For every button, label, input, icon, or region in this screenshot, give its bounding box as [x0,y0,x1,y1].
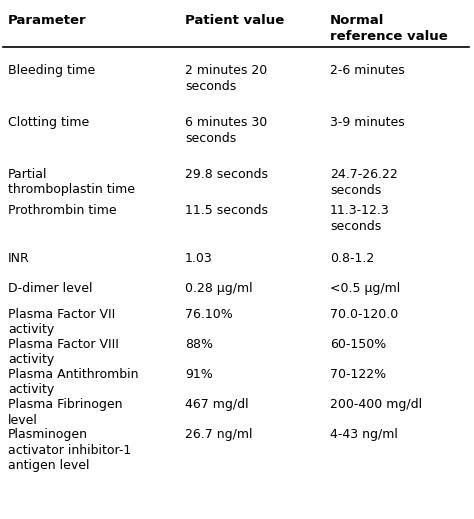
Text: Plasma Factor VIII
activity: Plasma Factor VIII activity [8,338,119,366]
Text: Clotting time: Clotting time [8,116,89,129]
Text: Plasma Fibrinogen
level: Plasma Fibrinogen level [8,398,122,427]
Text: 24.7-26.22
seconds: 24.7-26.22 seconds [330,168,398,197]
Text: 70-122%: 70-122% [330,368,386,381]
Text: 70.0-120.0: 70.0-120.0 [330,308,398,321]
Text: 11.5 seconds: 11.5 seconds [185,204,268,217]
Text: 91%: 91% [185,368,213,381]
Text: 88%: 88% [185,338,213,351]
Text: Parameter: Parameter [8,14,87,27]
Text: Patient value: Patient value [185,14,284,27]
Text: Bleeding time: Bleeding time [8,64,95,77]
Text: D-dimer level: D-dimer level [8,282,92,295]
Text: 467 mg/dl: 467 mg/dl [185,398,249,411]
Text: Normal
reference value: Normal reference value [330,14,448,43]
Text: INR: INR [8,252,30,265]
Text: 3-9 minutes: 3-9 minutes [330,116,405,129]
Text: 26.7 ng/ml: 26.7 ng/ml [185,428,253,441]
Text: 11.3-12.3
seconds: 11.3-12.3 seconds [330,204,390,233]
Text: 29.8 seconds: 29.8 seconds [185,168,268,181]
Text: 6 minutes 30
seconds: 6 minutes 30 seconds [185,116,267,144]
Text: 0.28 μg/ml: 0.28 μg/ml [185,282,253,295]
Text: 4-43 ng/ml: 4-43 ng/ml [330,428,398,441]
Text: Plasma Antithrombin
activity: Plasma Antithrombin activity [8,368,138,397]
Text: Plasma Factor VII
activity: Plasma Factor VII activity [8,308,115,336]
Text: Partial
thromboplastin time: Partial thromboplastin time [8,168,135,197]
Text: Prothrombin time: Prothrombin time [8,204,117,217]
Text: 2 minutes 20
seconds: 2 minutes 20 seconds [185,64,267,92]
Text: 0.8-1.2: 0.8-1.2 [330,252,374,265]
Text: 60-150%: 60-150% [330,338,386,351]
Text: <0.5 μg/ml: <0.5 μg/ml [330,282,400,295]
Text: 1.03: 1.03 [185,252,213,265]
Text: 2-6 minutes: 2-6 minutes [330,64,405,77]
Text: 200-400 mg/dl: 200-400 mg/dl [330,398,422,411]
Text: Plasminogen
activator inhibitor-1
antigen level: Plasminogen activator inhibitor-1 antige… [8,428,131,472]
Text: 76.10%: 76.10% [185,308,233,321]
